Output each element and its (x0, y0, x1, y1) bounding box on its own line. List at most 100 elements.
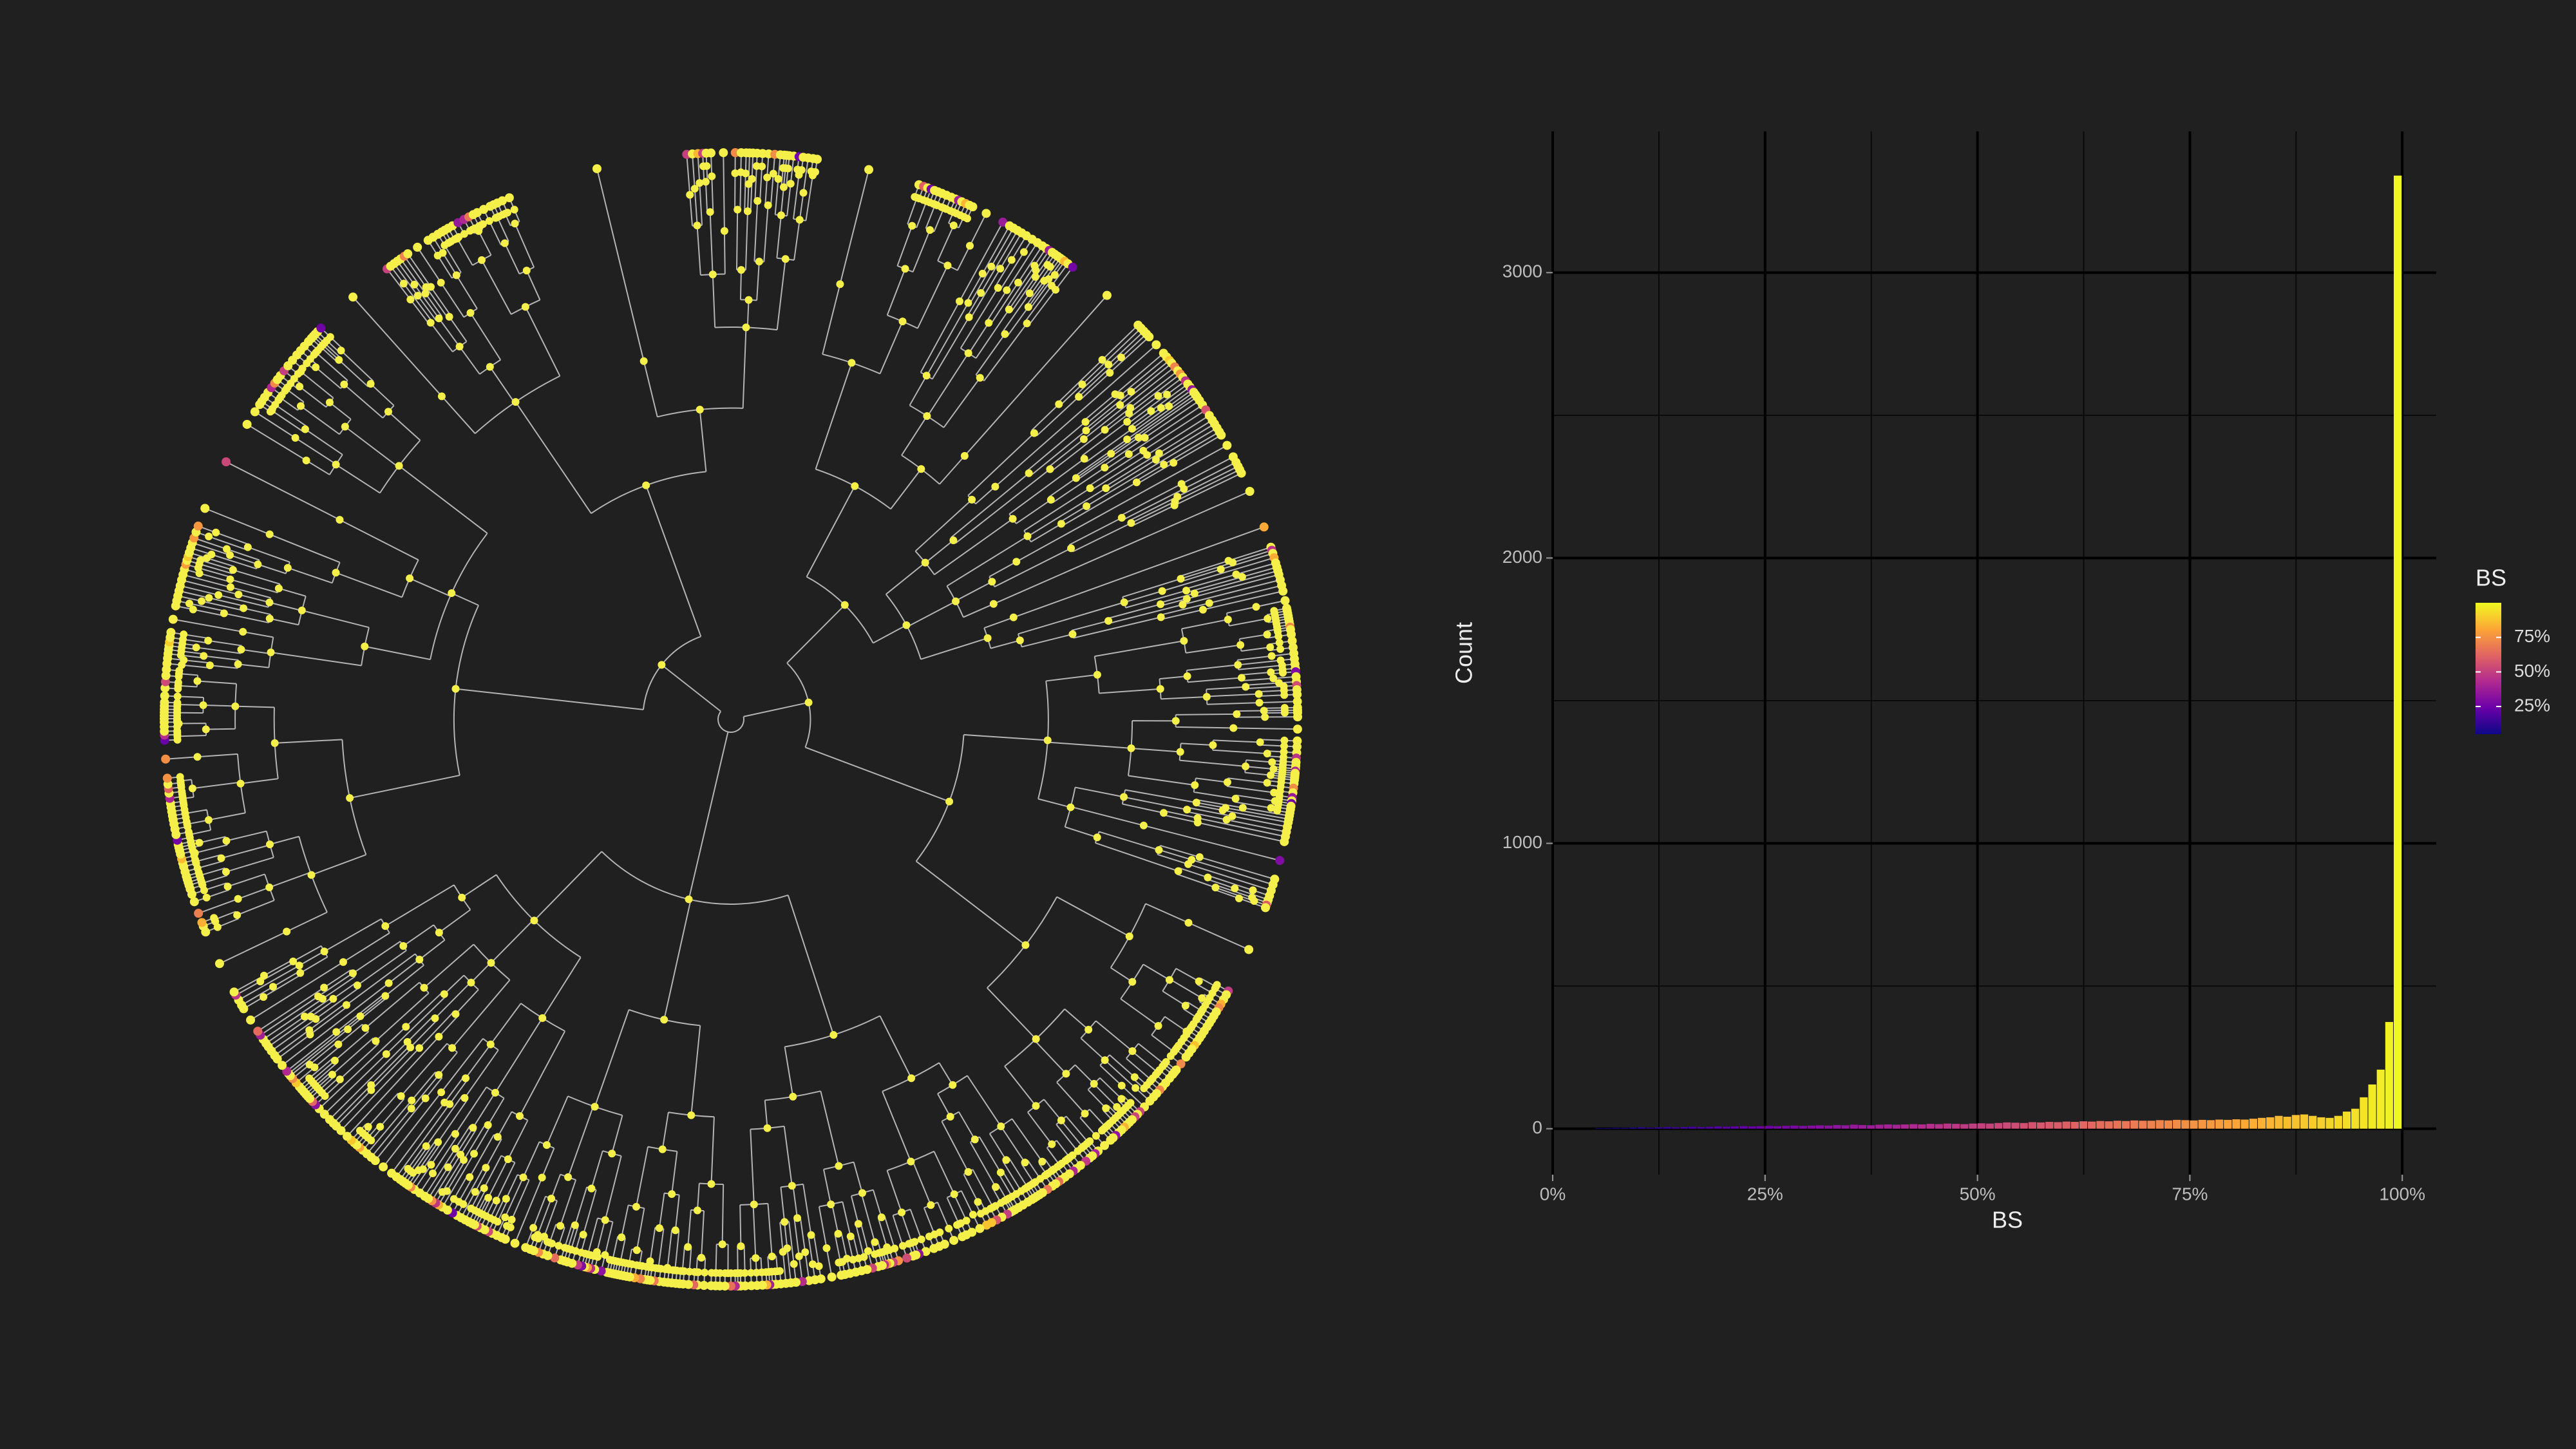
tree-node (988, 578, 996, 586)
tree-node (260, 971, 268, 980)
tree-node (502, 1195, 510, 1203)
tree-node (503, 1222, 511, 1230)
tree-node (632, 1202, 641, 1211)
tree-node (1127, 519, 1135, 527)
tree-node (601, 1216, 609, 1224)
tree-node (1250, 897, 1258, 905)
tree-node (194, 909, 204, 918)
bar (2062, 1121, 2070, 1129)
tree-node (501, 209, 509, 218)
tree-node (237, 645, 245, 654)
tree-node (529, 1224, 538, 1232)
tree-node (1218, 806, 1227, 815)
tree-node (451, 1010, 460, 1018)
tree-node (658, 1145, 667, 1153)
tree-node (1068, 630, 1077, 638)
tree-node (1086, 484, 1094, 493)
bar (2394, 175, 2402, 1129)
tree-node (1260, 706, 1268, 715)
tree-node (1242, 762, 1250, 770)
tree-node (1124, 450, 1133, 459)
tree-node (282, 385, 290, 393)
tree-node (929, 1244, 939, 1253)
tree-node (1267, 668, 1275, 676)
tree-node (1293, 724, 1302, 734)
tree-node (460, 1094, 469, 1102)
tree-node (1209, 741, 1217, 750)
y-tick-label: 3000 (1502, 261, 1542, 281)
tree-node (1268, 758, 1276, 766)
tree-node (1102, 1123, 1110, 1132)
tree-node (1242, 683, 1250, 691)
bar (1756, 1126, 1765, 1129)
tree-node (720, 227, 728, 235)
tree-node (1116, 392, 1124, 400)
tree-node (998, 217, 1008, 227)
tree-node (312, 348, 320, 357)
tree-node (1134, 433, 1142, 442)
tree-node (608, 1150, 616, 1158)
tree-node (1211, 884, 1220, 892)
tree-node (381, 992, 390, 1000)
tree-node (926, 226, 934, 234)
tree-node (977, 289, 985, 297)
bar (2215, 1119, 2224, 1129)
tree-node (226, 551, 234, 559)
tree-node (511, 398, 520, 406)
tree-node (1181, 1052, 1191, 1062)
tree-node (298, 606, 306, 614)
tree-node (1170, 501, 1179, 509)
tree-node (477, 221, 485, 229)
tree-node (693, 222, 701, 230)
tree-node (415, 956, 424, 964)
tree-node (779, 183, 788, 191)
tree-node (1157, 613, 1165, 621)
tree-node (1154, 1021, 1162, 1030)
tree-node (684, 1243, 692, 1251)
tree-node (1234, 661, 1242, 669)
x-tick-label: 100% (2379, 1184, 2425, 1204)
x-tick-label: 0% (1540, 1184, 1566, 1204)
tree-node (453, 234, 462, 243)
tree-node (1048, 1140, 1056, 1148)
tree-node (755, 258, 763, 266)
tree-node (530, 916, 538, 925)
tree-node (655, 1224, 663, 1233)
tree-node (1222, 440, 1232, 450)
tree-node (1158, 587, 1166, 595)
tree-node (355, 1126, 364, 1135)
tree-node (807, 1231, 815, 1239)
tree-node (305, 1061, 314, 1069)
tree-node (381, 922, 390, 930)
tree-node (234, 660, 242, 668)
tree-node (265, 614, 274, 623)
tree-node (1021, 941, 1030, 949)
tree-node (737, 266, 745, 274)
tree-node (1232, 570, 1240, 578)
tree-node (491, 1088, 499, 1097)
tree-node (205, 533, 213, 541)
tree-node (968, 495, 976, 504)
tree-node (1120, 598, 1128, 607)
tree-node (300, 1012, 308, 1021)
bar (2045, 1122, 2054, 1129)
tree-node (180, 630, 188, 639)
tree-node (1009, 515, 1017, 523)
tree-node (907, 1157, 915, 1166)
tree-node (188, 784, 196, 793)
tree-node (1046, 263, 1054, 271)
tree-node (435, 1071, 443, 1079)
tree-node (968, 202, 978, 212)
tree-node (522, 267, 531, 275)
tree-node (1007, 256, 1016, 264)
tree-node (642, 481, 650, 489)
tree-node (1170, 1048, 1178, 1056)
tree-node (197, 918, 207, 927)
tree-node (1090, 1079, 1098, 1088)
tree-node (160, 691, 169, 701)
tree-node (1176, 748, 1184, 756)
tree-node (334, 1040, 343, 1048)
tree-node (699, 1281, 709, 1291)
tree-node (1120, 793, 1128, 801)
